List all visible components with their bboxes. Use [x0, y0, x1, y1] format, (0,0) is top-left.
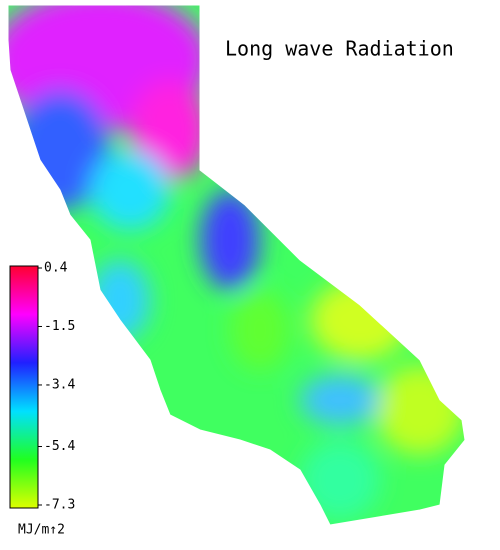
color-bar-label: -5.4 [44, 439, 75, 454]
map-title: Long wave Radiation [225, 37, 454, 61]
unit-label: MJ/m↑2 [18, 523, 65, 538]
color-bar [9, 265, 39, 509]
color-bar-label: -3.4 [44, 377, 75, 392]
color-bar-label: 0.4 [44, 261, 68, 276]
state-border [7, 4, 466, 526]
color-bar-label: -7.3 [44, 498, 75, 513]
color-bar-label: -1.5 [44, 319, 75, 334]
